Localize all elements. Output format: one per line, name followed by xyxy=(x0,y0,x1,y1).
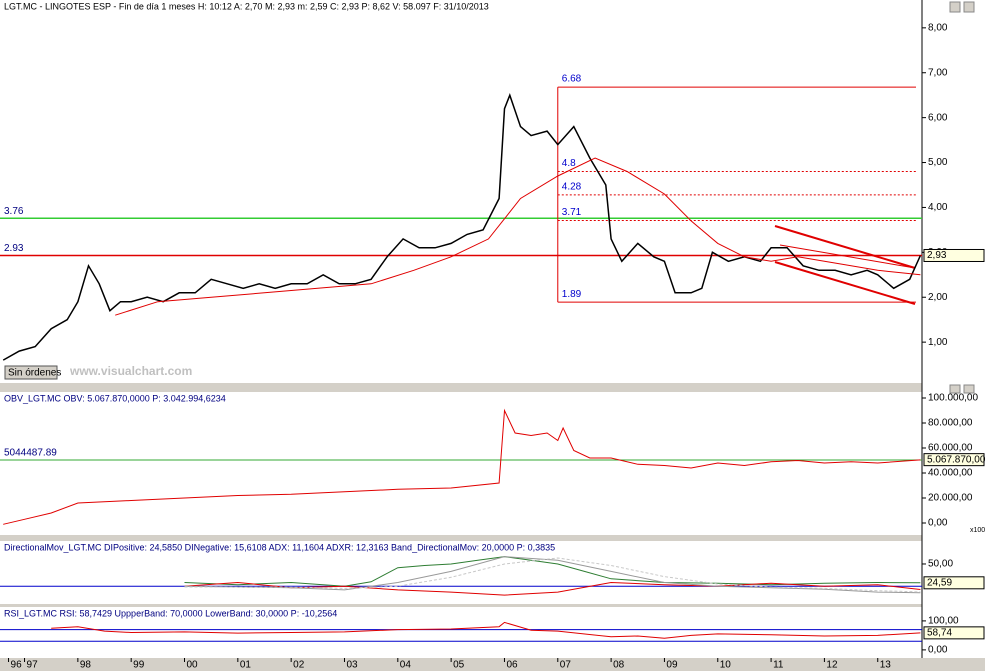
x-tick-label: 98 xyxy=(80,660,92,671)
level-label: 4.28 xyxy=(562,182,582,193)
x-tick-label: 01 xyxy=(240,660,252,671)
last-value-label: 5.067.870,00 xyxy=(927,454,985,465)
y-tick-label: 6,00 xyxy=(928,112,948,123)
x-tick-label: 06 xyxy=(506,660,518,671)
series-line xyxy=(115,157,921,316)
y-tick-label: 60.000,00 xyxy=(928,443,973,454)
x-tick-label: 97 xyxy=(27,660,39,671)
panel-header: LGT.MC - LINGOTES ESP - Fin de día 1 mes… xyxy=(4,1,489,11)
panel-header: DirectionalMov_LGT.MC DIPositive: 24,585… xyxy=(4,542,555,552)
axis-area xyxy=(922,0,985,658)
x-tick-label: 08 xyxy=(613,660,625,671)
reference-label: 5044487.89 xyxy=(4,448,57,459)
x-tick-label: 12 xyxy=(826,660,838,671)
y-tick-label: 20.000,00 xyxy=(928,493,973,504)
x-tick-label: 09 xyxy=(666,660,678,671)
level-label: 4.8 xyxy=(562,158,576,169)
panel-header: RSI_LGT.MC RSI: 58,7429 UppperBand: 70,0… xyxy=(4,608,337,618)
button[interactable] xyxy=(4,365,58,380)
last-value-box xyxy=(923,626,985,640)
last-value-label: 2,93 xyxy=(927,250,947,261)
x-tick-label: 11 xyxy=(773,660,784,671)
series-line xyxy=(184,556,921,587)
last-value-box xyxy=(923,248,985,262)
x-tick-label: 07 xyxy=(560,660,572,671)
y-tick-label: 50,00 xyxy=(928,559,953,570)
button-label[interactable]: Sin órdenes xyxy=(8,368,61,379)
x-tick-label: 99 xyxy=(133,660,145,671)
x-tick-label: 04 xyxy=(400,660,412,671)
reference-label: 3.76 xyxy=(4,206,24,217)
series-line xyxy=(184,557,921,593)
panel xyxy=(0,392,922,535)
y-tick-label: 7,00 xyxy=(928,67,948,78)
x-tick-label: 10 xyxy=(720,660,732,671)
panel xyxy=(0,0,922,383)
series-line xyxy=(51,621,921,639)
y-tick-label: 0,00 xyxy=(928,518,948,529)
scale-note: x100 xyxy=(970,527,985,534)
series-line xyxy=(2,93,922,361)
y-tick-label: 0,00 xyxy=(928,645,948,656)
last-value-label: 58,74 xyxy=(927,628,952,639)
reference-label: 2.93 xyxy=(4,243,24,254)
level-label: 1.89 xyxy=(562,289,582,300)
y-tick-label: 100.000,00 xyxy=(928,393,978,404)
level-label: 3.71 xyxy=(562,207,582,218)
panel xyxy=(0,541,922,604)
series-line xyxy=(184,581,921,596)
series-line xyxy=(3,408,921,525)
y-tick-label: 4,00 xyxy=(928,202,948,213)
y-tick-label: 80.000,00 xyxy=(928,418,973,429)
y-tick-label: 5,00 xyxy=(928,157,948,168)
y-tick-label: 8,00 xyxy=(928,22,948,33)
x-tick-label: 03 xyxy=(346,660,358,671)
y-tick-label: 100,00 xyxy=(928,616,959,627)
y-tick-label: 1,00 xyxy=(928,337,948,348)
x-tick-label: 96 xyxy=(11,660,23,671)
last-value-label: 24,59 xyxy=(927,577,952,588)
last-value-box xyxy=(923,576,985,590)
series-line xyxy=(184,556,921,594)
x-tick-label: 05 xyxy=(453,660,465,671)
level-label: 6.68 xyxy=(562,74,582,85)
window-buttons[interactable] xyxy=(949,1,975,394)
y-tick-label: 2,00 xyxy=(928,292,948,303)
x-tick-label: 13 xyxy=(880,660,892,671)
trend-channel xyxy=(774,225,916,305)
watermark: www.visualchart.com xyxy=(69,364,192,378)
panel-header: OBV_LGT.MC OBV: 5.067.870,0000 P: 3.042.… xyxy=(4,393,226,403)
y-tick-label: 40.000,00 xyxy=(928,468,973,479)
x-tick-label: 02 xyxy=(293,660,305,671)
x-tick-label: 00 xyxy=(187,660,199,671)
last-value-box xyxy=(923,453,985,467)
